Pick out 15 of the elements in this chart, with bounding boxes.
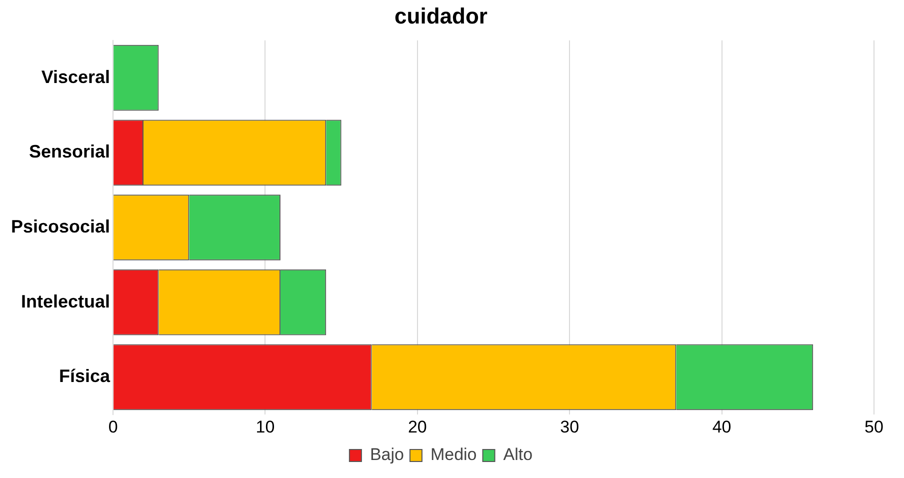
x-tick-label: 20 — [408, 417, 427, 436]
x-tick-label: 30 — [560, 417, 580, 436]
chart-title: cuidador — [394, 3, 488, 28]
y-tick-label: Visceral — [41, 66, 110, 87]
legend-label: Bajo — [370, 445, 404, 464]
legend-label: Alto — [503, 445, 533, 464]
x-tick-label: 10 — [256, 417, 275, 436]
y-tick-label: Sensorial — [29, 142, 110, 162]
legend-label: Medio — [430, 445, 477, 464]
y-tick-label: Psicosocial — [10, 216, 110, 236]
x-tick-label: 0 — [108, 417, 118, 436]
y-tick-label: Física — [59, 366, 112, 386]
y-tick-label: Intelectual — [21, 291, 110, 312]
x-tick-label: 50 — [864, 417, 884, 436]
x-tick-label: 40 — [712, 417, 732, 436]
